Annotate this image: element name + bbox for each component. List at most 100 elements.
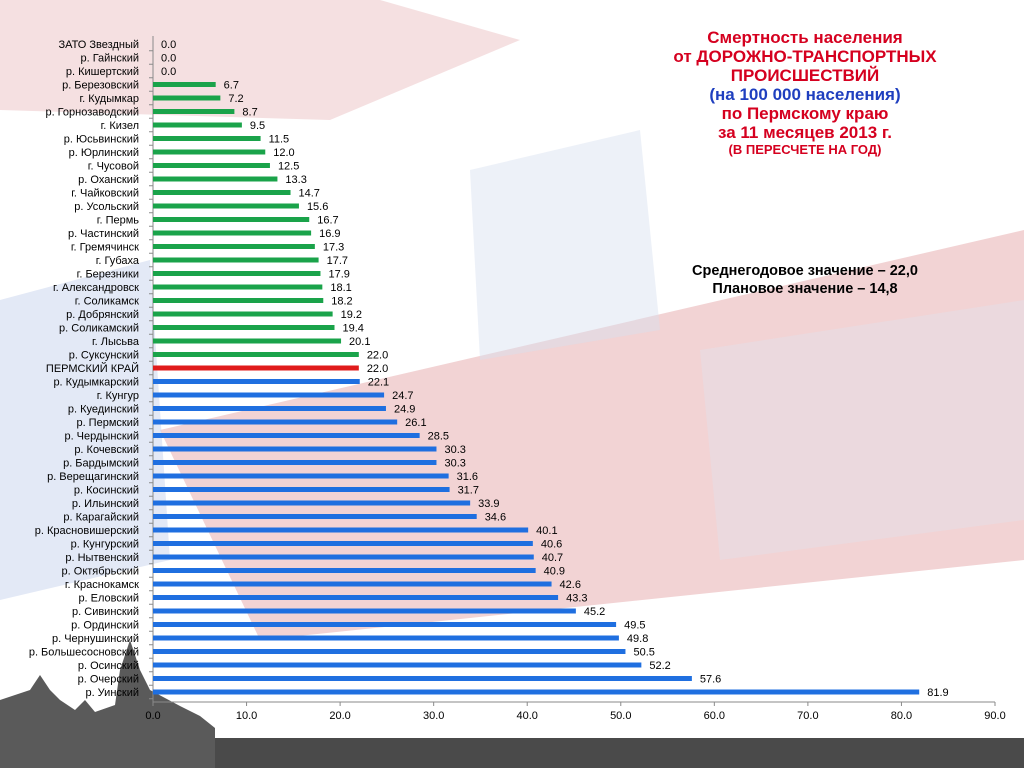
title-line-3: ПРОИСШЕСТВИЙ: [730, 66, 880, 85]
value-label: 45.2: [584, 606, 605, 618]
x-tick-label: 80.0: [891, 710, 912, 722]
category-label: ПЕРМСКИЙ КРАЙ: [46, 362, 139, 375]
value-label: 49.5: [624, 620, 645, 632]
value-label: 31.7: [458, 485, 479, 497]
x-tick-label: 10.0: [236, 710, 257, 722]
bar: [153, 284, 323, 290]
category-label: г. Пермь: [97, 215, 139, 227]
value-label: 16.9: [319, 228, 340, 240]
bar: [153, 379, 360, 384]
category-label: р. Косинский: [74, 485, 139, 497]
chart-title: Смертность населения от ДОРОЖНО-ТРАНСПОР…: [640, 28, 970, 158]
bar: [153, 487, 450, 492]
bar: [153, 460, 437, 465]
bar: [153, 109, 235, 114]
category-label: г. Лысьва: [92, 336, 140, 348]
category-label: р. Ординский: [71, 620, 139, 632]
category-label: р. Осинский: [78, 660, 139, 672]
category-label: р. Частинский: [68, 228, 139, 240]
category-label: г. Березники: [77, 269, 139, 281]
value-label: 7.2: [228, 93, 243, 105]
value-label: 17.7: [327, 255, 348, 267]
value-label: 34.6: [485, 512, 506, 524]
bar: [153, 527, 529, 533]
value-label: 40.1: [536, 525, 557, 537]
category-label: г. Кунгур: [97, 390, 139, 402]
value-label: 18.1: [330, 282, 351, 294]
category-label: ЗАТО Звездный: [58, 39, 139, 51]
category-label: р. Усольский: [74, 201, 139, 213]
bar: [153, 338, 342, 344]
x-tick-label: 50.0: [610, 710, 631, 722]
title-line-1: Смертность населения: [707, 28, 903, 47]
value-label: 30.3: [444, 458, 465, 470]
bar: [153, 271, 321, 276]
category-label: р. Березовский: [62, 80, 139, 92]
bar: [153, 298, 324, 303]
bar: [153, 365, 359, 371]
value-label: 17.9: [328, 269, 349, 281]
bar: [153, 608, 576, 614]
bar: [153, 203, 299, 209]
bar: [153, 419, 398, 425]
bar: [153, 257, 319, 263]
category-label: р. Юсьвинский: [64, 134, 139, 146]
category-label: р. Гайнский: [80, 53, 139, 65]
category-label: р. Суксунский: [69, 350, 139, 362]
bar: [153, 190, 291, 195]
bar: [153, 122, 242, 128]
category-label: р. Чердынский: [64, 431, 139, 443]
value-label: 22.1: [368, 377, 389, 389]
value-label: 33.9: [478, 498, 499, 510]
bar: [153, 676, 692, 681]
plan-value-text: Плановое значение – 14,8: [712, 281, 898, 297]
value-label: 24.7: [392, 390, 413, 402]
average-value-text: Среднегодовое значение – 22,0: [692, 263, 918, 279]
bar: [153, 446, 437, 452]
category-label: р. Карагайский: [63, 512, 139, 524]
value-label: 12.5: [278, 161, 299, 173]
bar: [153, 554, 534, 560]
bar: [153, 217, 310, 222]
value-label: 18.2: [331, 296, 352, 308]
category-label: г. Кизел: [101, 120, 139, 132]
value-label: 30.3: [444, 444, 465, 456]
category-label: р. Большесосновский: [29, 647, 139, 659]
bar: [153, 311, 333, 317]
category-label: р. Юрлинский: [69, 147, 139, 159]
x-tick-label: 60.0: [704, 710, 725, 722]
category-label: р. Кишертский: [66, 66, 139, 78]
value-label: 31.6: [457, 471, 478, 483]
category-label: р. Кудымкарский: [53, 377, 139, 389]
category-label: р. Пермский: [76, 417, 139, 429]
category-label: р. Куединский: [68, 404, 139, 416]
bar: [153, 176, 278, 182]
title-line-2: от ДОРОЖНО-ТРАНСПОРТНЫХ: [673, 47, 937, 66]
value-label: 16.7: [317, 215, 338, 227]
value-label: 40.7: [542, 552, 563, 564]
category-label: р. Ильинский: [72, 498, 139, 510]
stats-block: Среднегодовое значение – 22,0 Плановое з…: [655, 262, 955, 298]
bar: [153, 406, 386, 411]
category-label: г. Краснокамск: [65, 579, 139, 591]
value-label: 43.3: [566, 593, 587, 605]
category-label: г. Чусовой: [88, 161, 139, 173]
x-tick-label: 30.0: [423, 710, 444, 722]
category-label: р. Добрянский: [66, 309, 139, 321]
value-label: 8.7: [242, 107, 257, 119]
category-label: р. Оханский: [78, 174, 139, 186]
value-label: 57.6: [700, 674, 721, 686]
bar: [153, 230, 312, 236]
bar: [153, 244, 315, 249]
bar: [153, 149, 266, 155]
x-tick-label: 40.0: [517, 710, 538, 722]
value-label: 49.8: [627, 633, 648, 645]
value-label: 14.7: [299, 188, 320, 200]
category-label: г. Александровск: [53, 282, 139, 294]
bar: [153, 136, 261, 141]
category-label: р. Нытвенский: [65, 552, 139, 564]
title-line-7: (В ПЕРЕСЧЕТЕ НА ГОД): [728, 142, 882, 157]
bar: [153, 649, 626, 654]
